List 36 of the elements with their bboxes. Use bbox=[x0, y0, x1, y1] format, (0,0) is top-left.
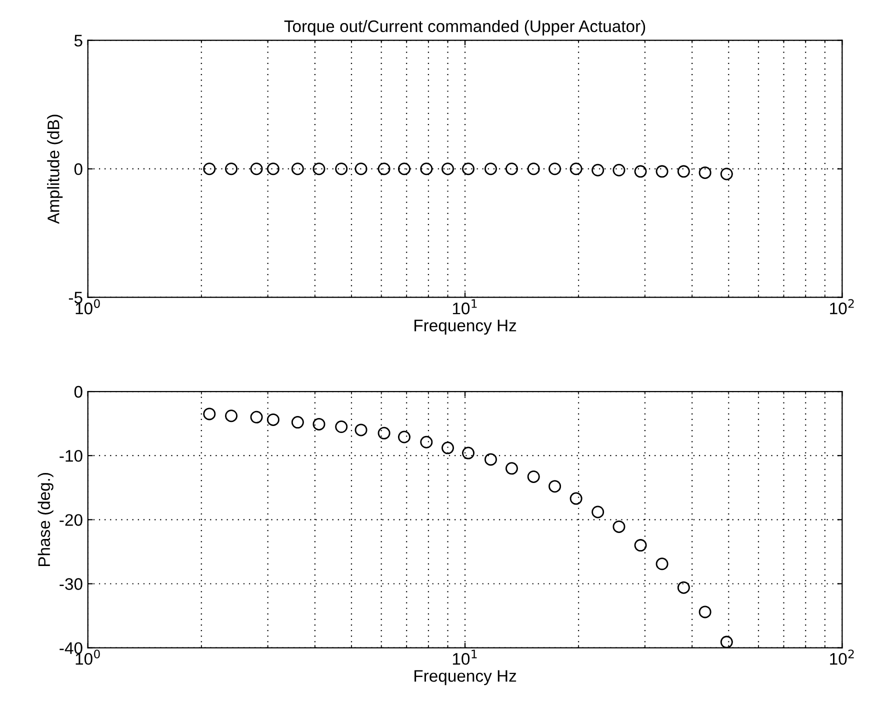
point bbox=[442, 442, 454, 454]
point bbox=[398, 430, 410, 444]
chart-title: Torque out/Current commanded (Upper Actuator) bbox=[284, 20, 646, 36]
y-axis-title: Amplitude (dB) bbox=[47, 114, 63, 224]
x-tick-label: 10$^{2}$ bbox=[830, 299, 854, 314]
point bbox=[612, 520, 626, 533]
y-tick-label: 0 bbox=[74, 386, 82, 398]
point bbox=[698, 606, 712, 618]
x-axis-title: Frequency Hz bbox=[414, 320, 516, 335]
point bbox=[592, 506, 604, 518]
y-tick-label: -20 bbox=[60, 514, 82, 526]
point bbox=[420, 436, 433, 448]
x-tick-label: 10$^{2}$ bbox=[830, 650, 854, 665]
point bbox=[378, 426, 390, 440]
point bbox=[570, 492, 582, 505]
point bbox=[677, 581, 690, 594]
x-tick-label: 10$^{1}$ bbox=[452, 650, 477, 665]
point bbox=[720, 636, 733, 648]
y-tick-label: -10 bbox=[60, 450, 82, 462]
y-tick-label: 0 bbox=[74, 163, 82, 176]
point bbox=[312, 418, 326, 430]
y-tick-label: 5 bbox=[74, 34, 82, 47]
point bbox=[335, 420, 348, 434]
point bbox=[548, 480, 562, 493]
point bbox=[462, 446, 475, 460]
point bbox=[354, 424, 368, 436]
x-tick-label: 10$^{1}$ bbox=[452, 299, 477, 314]
point bbox=[505, 462, 518, 475]
y-axis-title: Phase (deg.) bbox=[38, 472, 54, 566]
x-axis-title: Frequency Hz bbox=[414, 670, 516, 686]
y-tick-label: -30 bbox=[60, 578, 82, 590]
point bbox=[527, 470, 540, 483]
point bbox=[634, 539, 647, 552]
point bbox=[656, 558, 668, 570]
point bbox=[291, 416, 304, 429]
point bbox=[484, 453, 497, 466]
